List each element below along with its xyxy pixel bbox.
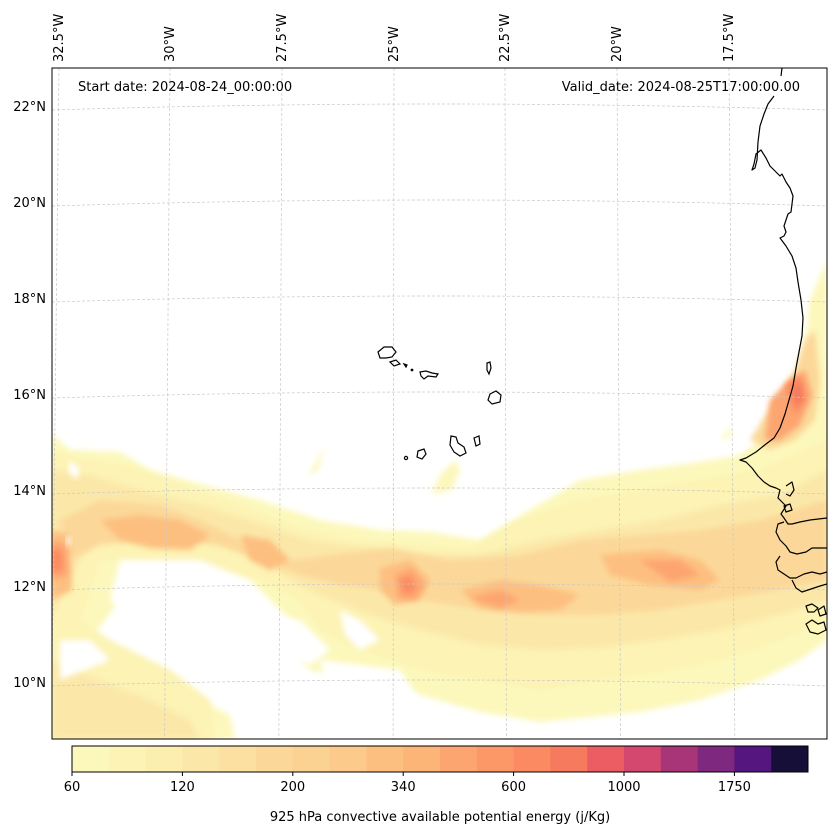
parallel-gridline [52,679,827,687]
colorbar-bin [329,746,367,772]
cape-contour-13 [792,382,803,405]
island-maio [473,435,481,447]
colorbar-label: 925 hPa convective available potential e… [270,810,610,825]
field-gap [340,610,380,650]
coastline-senegal-detail [783,481,795,513]
latitude-label: 16°N [13,388,46,403]
longitude-label: 20°W [610,26,625,62]
colorbar-bin [145,746,183,772]
colorbar-tick-label: 120 [170,780,195,795]
cape-verde-islands [377,346,502,461]
longitude-labels: 32.5°W 30°W 27.5°W 25°W 22.5°W 20°W 17.5°W [52,14,737,62]
colorbar-bin [513,746,551,772]
parallel-gridline [52,295,827,303]
parallel-gridline [52,103,827,111]
colorbar-frame [71,745,809,773]
island-boa-vista [487,390,502,405]
cape-field [52,260,827,739]
colorbar-bin [292,746,331,772]
latitude-label: 10°N [13,676,46,691]
map-plot-area: Start date: 2024-08-24_00:00:00 Valid_da… [52,68,827,739]
colorbar-bin [108,746,147,772]
colorbar-bin [182,746,220,772]
start-date-label: Start date: 2024-08-24_00:00:00 [78,80,292,95]
coastline-islands-bijagos [805,603,827,635]
longitude-label: 25°W [387,26,402,62]
island-santa-luzia [402,362,408,369]
cape-contour-5 [60,500,827,615]
latitude-label: 14°N [13,484,46,499]
colorbar-bin [624,746,662,772]
colorbar-bin [403,746,441,772]
colorbar-bin [440,746,478,772]
colorbar-tick-label: 200 [280,780,305,795]
meridian-gridline [504,68,507,739]
colorbar-tick-label: 1750 [718,780,751,795]
island-sao-nicolau [419,370,440,380]
meridian-gridline [616,68,621,739]
island-sao-vicente [388,359,402,367]
colorbar: 60 120 200 340 600 1000 1750 [64,745,809,795]
parallel-gridline [52,583,827,591]
colorbar-tick-label: 1000 [607,780,640,795]
latitude-label: 18°N [13,292,46,307]
colorbar-tick-label: 340 [391,780,416,795]
longitude-label: 30°W [163,26,178,62]
island-santo-antao [377,346,397,359]
colorbar-bin [587,746,625,772]
parallel-gridline [52,199,827,207]
cape-contour-3 [52,660,200,739]
field-gap [68,460,80,480]
colorbar-bin [256,746,294,772]
meridian-gridline [392,68,395,739]
island-sal [486,361,492,376]
island-santiago [449,435,467,457]
island-fogo [416,448,427,460]
longitude-label: 32.5°W [52,14,67,62]
longitude-label: 17.5°W [722,14,737,62]
valid-date-label: Valid_date: 2024-08-25T17:00:00.00 [562,80,800,95]
colorbar-bin [660,746,699,772]
meridian-gridline [52,68,60,713]
meridian-gridline [278,68,283,739]
colorbar-bin [476,746,515,772]
longitude-label: 22.5°W [498,14,513,62]
cape-contour-8 [52,515,720,612]
colorbar-bin [771,746,809,772]
colorbar-bin [550,746,588,772]
meridian-gridline [728,68,736,739]
colorbar-tick-label: 600 [501,780,526,795]
colorbar-bin [219,746,257,772]
gridlines [52,68,827,739]
colorbar-bin [366,746,404,772]
field-gap [66,535,72,548]
map-frame [51,67,828,740]
coastlines [739,68,827,635]
island-brava [403,455,409,461]
island-razo [410,368,414,372]
longitude-label: 27.5°W [275,14,290,62]
meridian-gridline [164,68,171,739]
colorbar-bin [72,746,110,772]
latitude-label: 12°N [13,580,46,595]
latitude-label: 22°N [13,100,46,115]
colorbar-tick-label: 60 [64,780,81,795]
latitude-label: 20°N [13,196,46,211]
colorbar-bin [697,746,735,772]
colorbar-bin [734,746,772,772]
latitude-labels: 22°N 20°N 18°N 16°N 14°N 12°N 10°N [13,100,46,691]
parallel-gridline [52,487,827,495]
field-gap [320,660,420,710]
coastline-west-africa [739,68,827,593]
field-gap [60,640,110,680]
field-gap [170,600,330,665]
parallel-gridline [52,391,827,399]
